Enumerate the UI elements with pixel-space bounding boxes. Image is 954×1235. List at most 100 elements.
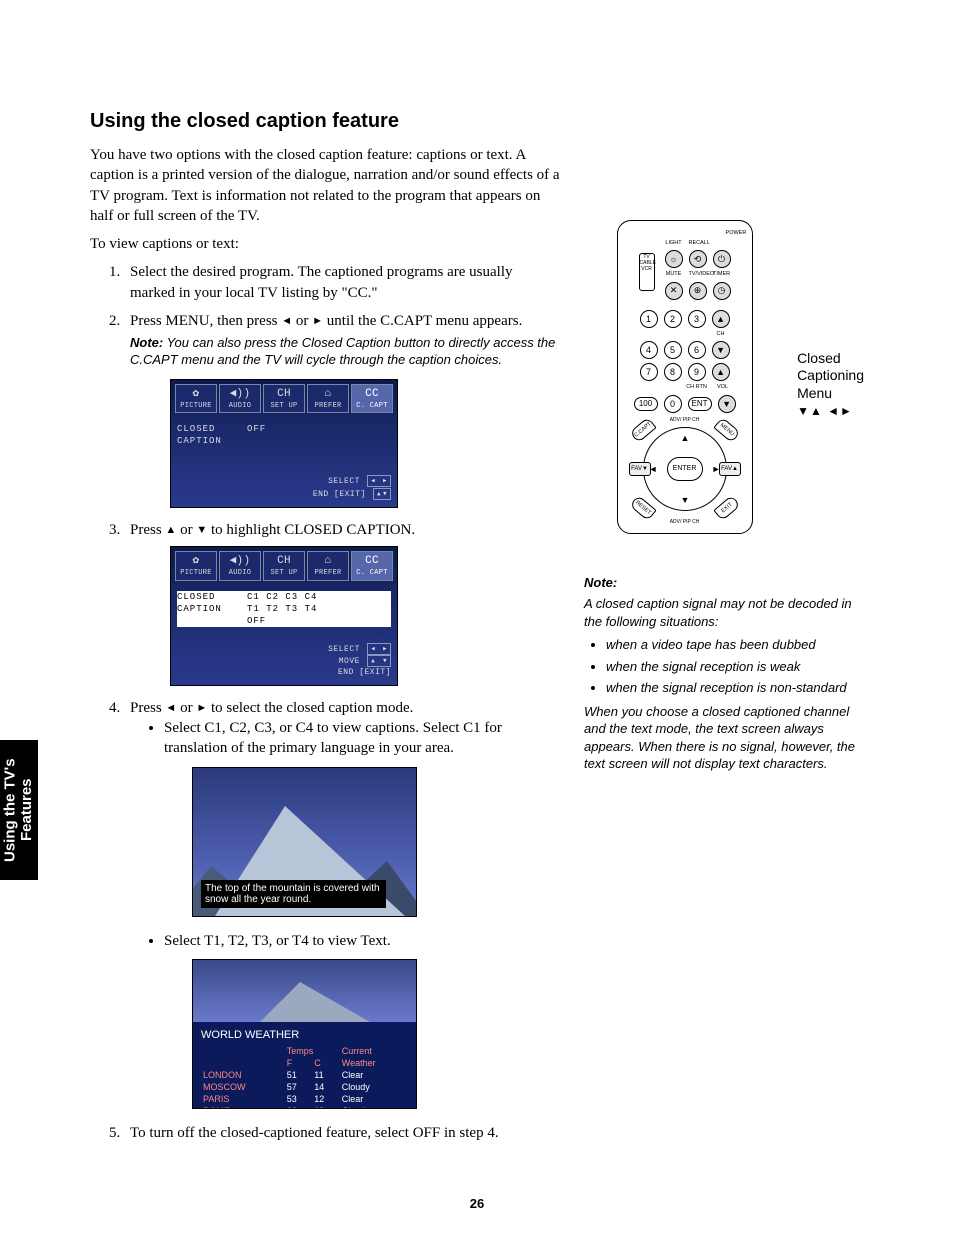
steps-list: Select the desired program. The captione… — [90, 262, 560, 1143]
tab-picture-icon: ✿ — [176, 387, 216, 401]
tab2-picture-label: PICTURE — [180, 569, 212, 577]
rc-l2: Captioning — [797, 367, 864, 383]
page-number: 26 — [0, 1196, 954, 1211]
menu2-off: OFF — [247, 616, 266, 626]
lbl-mute: MUTE — [665, 272, 683, 278]
col-f: F — [285, 1057, 312, 1069]
wr2-f: 53 — [285, 1093, 312, 1105]
f2-ud-icon: ▴ ▾ — [367, 655, 391, 667]
btn-ch-up: ▲ — [712, 310, 730, 328]
menu2-tab-setup: CHSET UP — [263, 551, 305, 580]
menu2-caption: CAPTION — [177, 604, 222, 614]
btn-3: 3 — [688, 310, 706, 328]
btn-timer: ◷ — [713, 282, 731, 300]
menu-footer: SELECT ◂ ▸ END [EXIT] ▴▾ — [175, 473, 393, 503]
favl-lbl: FAV — [631, 466, 642, 472]
menu2-opt2: T1 T2 T3 T4 — [247, 604, 317, 614]
btn-recall: ⟲ — [689, 250, 707, 268]
intro-paragraph: You have two options with the closed cap… — [90, 145, 560, 226]
step3-a: Press — [130, 522, 165, 538]
col-weather: Weather — [340, 1057, 408, 1069]
step-4: Press ◄ or ► to select the closed captio… — [124, 698, 560, 1109]
tab2-audio-label: AUDIO — [229, 569, 252, 577]
btn-ch-down: ▼ — [712, 341, 730, 359]
osd-menu-2: ✿PICTURE ◀))AUDIO CHSET UP ⌂PREFER CCC. … — [170, 546, 398, 686]
btn-vol-down: ▼ — [718, 395, 736, 413]
side-column: POWER TV CABLE VCR LIGHTRECALL ☼⟲⏻ MUTET… — [584, 220, 864, 773]
btn-light: ☼ — [665, 250, 683, 268]
btn-6: 6 — [688, 341, 706, 359]
menu2-tab-prefer: ⌂PREFER — [307, 551, 349, 580]
step4-b: or — [176, 700, 196, 716]
step-1: Select the desired program. The captione… — [124, 262, 560, 303]
up-arrow-icon: ▲ — [165, 523, 176, 538]
btn-fav-up: FAV ▲ — [719, 462, 741, 476]
left-arrow-icon: ◄ — [281, 314, 292, 329]
step2-c: until the C.CAPT menu appears. — [323, 313, 522, 329]
down-arrow-icon: ▼ — [196, 523, 207, 538]
col-c: C — [312, 1057, 340, 1069]
step2-a: Press MENU, then press — [130, 313, 281, 329]
footer-updown-icon: ▴▾ — [373, 488, 391, 500]
menu2-tab-ccapt: CCC. CAPT — [351, 551, 393, 580]
tab-ccapt-label: C. CAPT — [356, 402, 388, 410]
side-note-heading: Note: — [584, 574, 864, 592]
menu2-row-cc: CLOSED CAPTION C1 C2 C3 C4 T1 T2 T3 T4 O… — [177, 591, 391, 627]
tab2-ccapt-icon: CC — [352, 554, 392, 568]
wr1-f: 57 — [285, 1081, 312, 1093]
wr0-city: LONDON — [201, 1069, 285, 1081]
menu-closed-caption-label: CLOSED CAPTION — [177, 423, 247, 447]
weather-row-0: LONDON5111Clear — [201, 1069, 408, 1081]
side-note-b3: when the signal reception is non-standar… — [606, 679, 864, 697]
right-arrow-icon: ► — [312, 314, 323, 329]
menu2-tab-audio: ◀))AUDIO — [219, 551, 261, 580]
btn-reset: RESET — [629, 494, 656, 520]
f2-end: END — [338, 668, 354, 677]
step4-bullet-2: Select T1, T2, T3, or T4 to view Text. — [164, 931, 560, 951]
side-note-p1: A closed caption signal may not be decod… — [584, 595, 864, 630]
col-temps: Temps — [285, 1045, 340, 1057]
side-note-bullets: when a video tape has been dubbed when t… — [584, 636, 864, 697]
f2-lr-icon: ◂ ▸ — [367, 643, 391, 655]
footer-select: SELECT — [328, 477, 360, 486]
btn-fav-down: FAV ▼ — [629, 462, 651, 476]
step2-b: or — [292, 313, 312, 329]
wr2-w: Clear — [340, 1093, 408, 1105]
menu2-tab-picture: ✿PICTURE — [175, 551, 217, 580]
tab-setup-label: SET UP — [270, 402, 297, 410]
lbl-power: POWER — [726, 231, 744, 237]
menu-tab-audio: ◀))AUDIO — [219, 384, 261, 413]
main-column: Using the closed caption feature You hav… — [90, 110, 560, 1151]
rc-l1: Closed — [797, 350, 841, 366]
wr0-w: Clear — [340, 1069, 408, 1081]
lbl-vol: VOL — [714, 385, 732, 391]
footer-arrows-icon: ◂ ▸ — [367, 475, 391, 487]
lbl-light: LIGHT — [665, 241, 683, 247]
weather-panel: WORLD WEATHER TempsCurrent FCWeather LON… — [193, 1022, 416, 1108]
remote-caption: Closed Captioning Menu ▼▲ ◄► — [797, 350, 864, 420]
lbl-timer: TIMER — [713, 272, 731, 278]
menu-tab-prefer: ⌂PREFER — [307, 384, 349, 413]
tab2-prefer-icon: ⌂ — [308, 554, 348, 568]
step-2: Press MENU, then press ◄ or ► until the … — [124, 311, 560, 508]
btn-0: 0 — [664, 395, 682, 413]
tab-picture-label: PICTURE — [180, 402, 212, 410]
menu-closed: CLOSED — [177, 424, 215, 434]
dpad-left-icon: ◄ — [649, 464, 658, 474]
menu-row-cc: CLOSED CAPTION OFF — [177, 423, 391, 447]
wr1-city: MOSCOW — [201, 1081, 285, 1093]
weather-row-3: ROME6619Cloudy — [201, 1105, 408, 1108]
step4-bullets-2: Select T1, T2, T3, or T4 to view Text. — [130, 931, 560, 951]
wr1-w: Cloudy — [340, 1081, 408, 1093]
tab2-setup-label: SET UP — [270, 569, 297, 577]
lbl-adv-top: ADV/ PIP CH — [670, 417, 700, 423]
tab-ccapt-icon: CC — [352, 387, 392, 401]
tab-audio-icon: ◀)) — [220, 387, 260, 401]
menu2-footer: SELECT ◂ ▸ MOVE ▴ ▾ END [EXIT] — [175, 641, 393, 681]
rc-arrows-icon: ▼▲ ◄► — [797, 404, 853, 418]
btn-4: 4 — [640, 341, 658, 359]
btn-9: 9 — [688, 363, 706, 381]
weather-title: WORLD WEATHER — [201, 1028, 408, 1043]
menu-tab-picture: ✿PICTURE — [175, 384, 217, 413]
lbl-ch: CH — [712, 332, 730, 338]
